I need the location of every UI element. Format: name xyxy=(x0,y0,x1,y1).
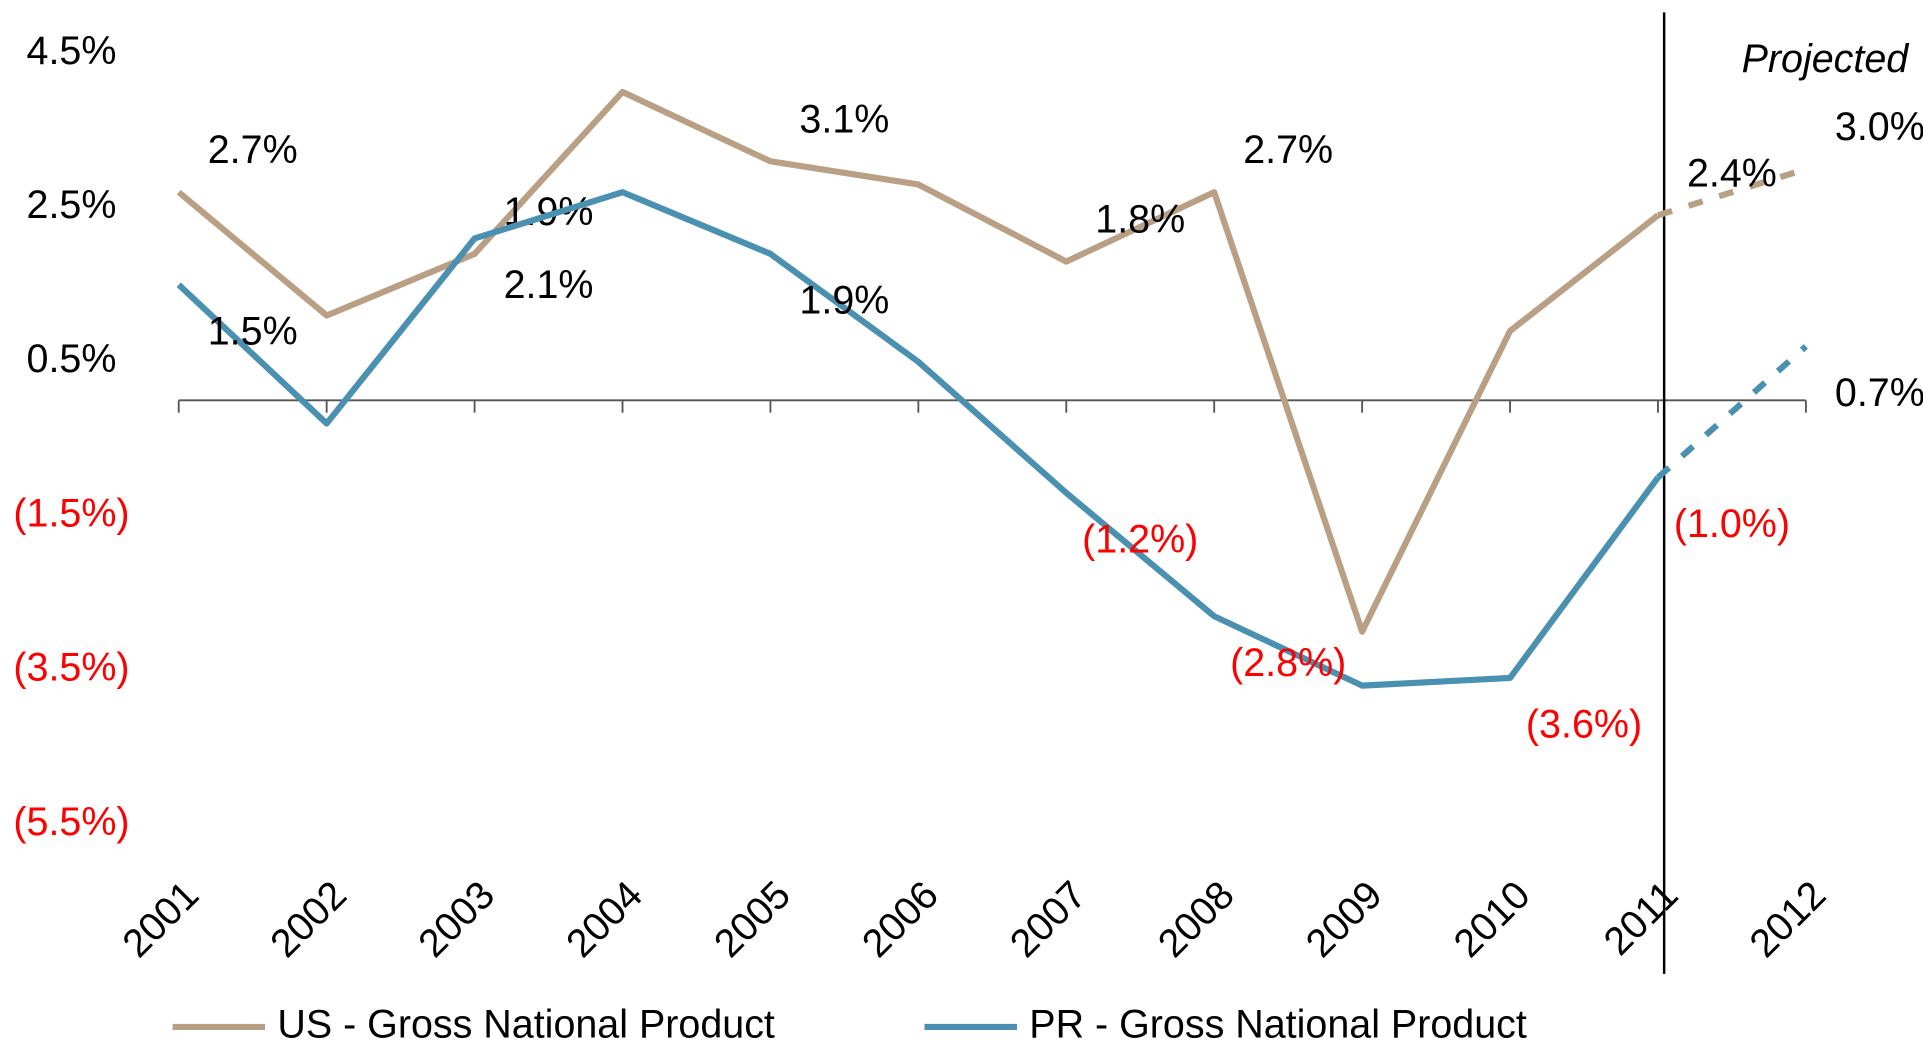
data-label: 1.9% xyxy=(799,279,889,323)
data-label: 0.7% xyxy=(1835,371,1923,415)
legend-label: US - Gross National Product xyxy=(277,1002,775,1043)
legend-label: PR - Gross National Product xyxy=(1029,1002,1527,1043)
projected-line xyxy=(1657,166,1807,219)
data-label: (1.2%) xyxy=(1082,518,1198,562)
y-tick-label: 0.5% xyxy=(27,337,117,381)
x-tick-label: 2009 xyxy=(1298,873,1391,966)
data-label: 1.5% xyxy=(208,309,298,353)
data-label: (2.8%) xyxy=(1230,641,1346,685)
x-tick-label: 2011 xyxy=(1595,873,1686,964)
x-tick-label: 2004 xyxy=(558,873,651,966)
x-tick-label: 2008 xyxy=(1150,873,1243,966)
data-label: (3.6%) xyxy=(1526,703,1642,747)
y-tick-label: 4.5% xyxy=(27,29,117,73)
data-label: 1.8% xyxy=(1095,198,1185,242)
x-tick-label: 2003 xyxy=(410,873,503,966)
line-series xyxy=(176,189,1661,689)
x-tick-label: 2002 xyxy=(262,873,355,966)
annotation: Projected xyxy=(1742,37,1910,81)
projected-line xyxy=(1655,344,1808,480)
y-tick-label: (3.5%) xyxy=(13,646,129,690)
data-label: (1.0%) xyxy=(1674,502,1790,546)
data-label: 2.7% xyxy=(208,128,298,172)
data-label: 3.0% xyxy=(1835,105,1923,149)
x-tick-label: 2006 xyxy=(854,873,947,966)
data-label: 2.4% xyxy=(1687,151,1777,195)
x-tick-label: 2005 xyxy=(706,873,799,966)
x-tick-label: 2012 xyxy=(1741,873,1834,966)
data-label: 3.1% xyxy=(799,97,889,141)
x-tick-label: 2007 xyxy=(1002,873,1095,966)
x-tick-label: 2010 xyxy=(1445,873,1538,966)
line-series xyxy=(176,88,1660,635)
y-tick-label: (5.5%) xyxy=(13,800,129,844)
data-label: 2.7% xyxy=(1243,128,1333,172)
y-tick-label: 2.5% xyxy=(27,183,117,227)
data-label: 2.1% xyxy=(504,263,594,307)
y-tick-label: (1.5%) xyxy=(13,491,129,535)
x-tick-label: 2001 xyxy=(114,873,207,966)
